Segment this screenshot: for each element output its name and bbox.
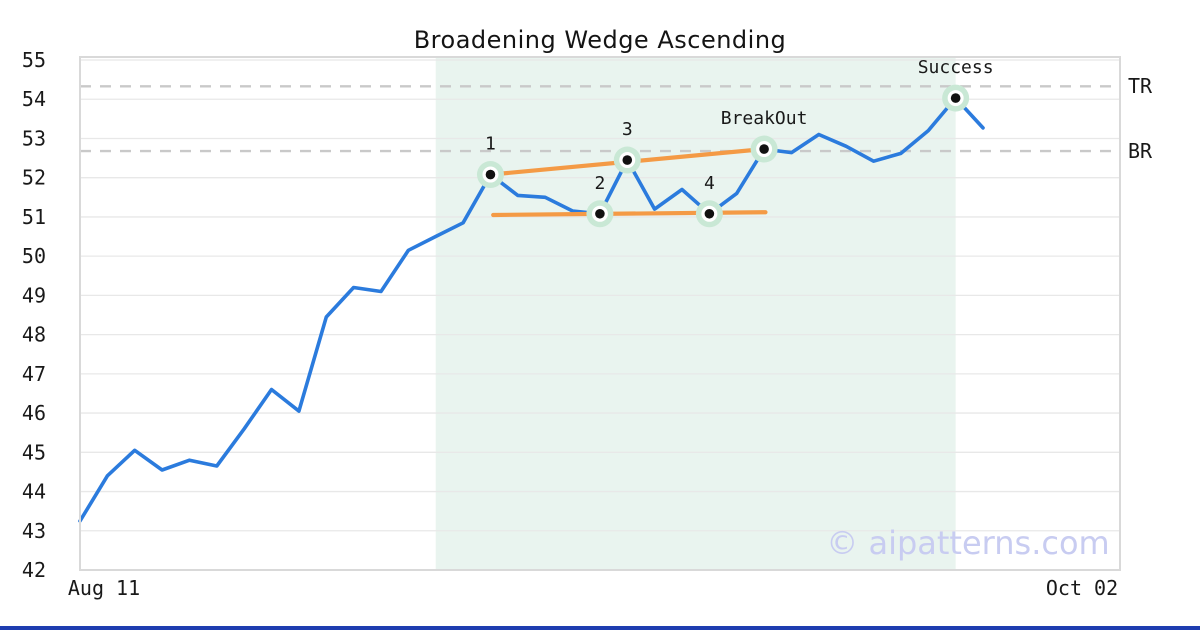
plot-border — [79, 56, 1121, 571]
y-tick-label: 43 — [22, 519, 46, 543]
bottom-accent-bar — [0, 626, 1200, 630]
y-tick-label: 45 — [22, 440, 46, 464]
y-tick-label: 49 — [22, 283, 46, 307]
point-label-2: 2 — [594, 173, 605, 194]
y-tick-label: 46 — [22, 401, 46, 425]
price-line — [78, 96, 985, 523]
marker-dot — [950, 93, 961, 103]
marker-dot — [704, 208, 715, 219]
pattern-region-layer — [435, 57, 956, 570]
y-tick-label: 42 — [22, 558, 46, 582]
y-tick-label: 54 — [22, 87, 46, 111]
level-label-br: BR — [1128, 139, 1153, 163]
x-tick-label-start: Aug 11 — [68, 576, 140, 600]
y-tick-label: 47 — [22, 362, 46, 386]
point-label-4: 4 — [704, 173, 715, 194]
y-tick-label: 48 — [22, 323, 46, 347]
y-tick-label: 55 — [22, 48, 46, 72]
y-tick-label: 50 — [22, 244, 46, 268]
marker-dot — [485, 169, 496, 180]
y-tick-label: 51 — [22, 205, 46, 229]
y-tick-label: 44 — [22, 480, 46, 504]
level-label-tr: TR — [1128, 74, 1153, 98]
chart-title: Broadening Wedge Ascending — [413, 26, 787, 54]
point-markers — [476, 84, 970, 228]
marker-dot — [622, 155, 633, 165]
point-label-breakout: BreakOut — [721, 108, 808, 129]
marker-dot — [595, 208, 605, 219]
marker-dot — [759, 144, 769, 154]
point-label-3: 3 — [622, 119, 633, 140]
y-tick-label: 52 — [22, 166, 46, 190]
x-tick-label-end: Oct 02 — [1046, 576, 1118, 600]
y-tick-label: 53 — [22, 126, 46, 150]
pattern-region — [435, 57, 956, 570]
price-line-layer — [78, 96, 985, 523]
point-labels: 1 2 3 4 BreakOut Success — [485, 57, 994, 194]
point-label-success: Success — [918, 57, 994, 78]
watermark: © aipatterns.com — [826, 524, 1110, 562]
plot-border-layer — [79, 56, 1121, 571]
y-axis-labels: 42 43 44 45 46 47 48 49 50 51 52 53 54 55 — [22, 48, 46, 582]
trendline-lower — [491, 210, 768, 218]
dashed-levels — [80, 85, 1120, 153]
point-label-1: 1 — [485, 134, 496, 155]
